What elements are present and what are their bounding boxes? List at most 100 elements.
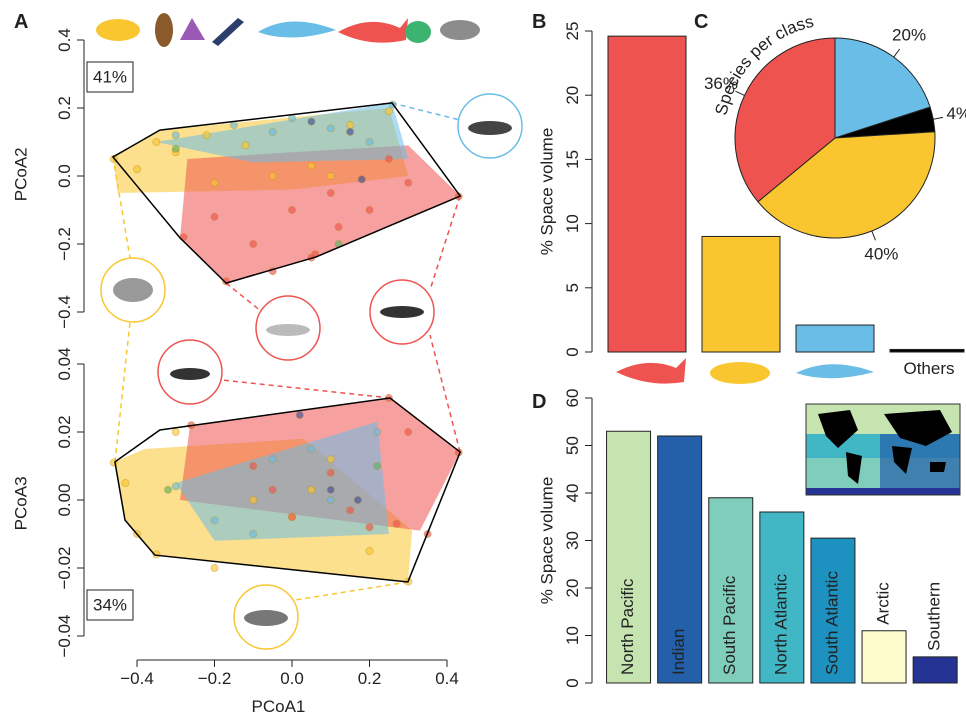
y-axis-label: PCoA3 [11,476,30,530]
point [373,461,382,471]
y-tick-label: 20 [563,579,582,598]
point [171,482,180,491]
map-inset [805,403,961,496]
point [326,455,335,464]
point [152,550,161,559]
bar [795,324,875,353]
bar [759,511,805,684]
bar [606,430,652,684]
bar [701,235,781,353]
point [384,107,393,116]
y-tick-label: 25 [563,22,582,41]
point [353,495,362,505]
point [346,506,355,515]
y-tick-label: 5 [563,283,582,292]
category-label: South Atlantic [822,571,841,675]
y-tick-label: −0.04 [55,614,74,657]
hull-outline [114,397,462,583]
point [334,222,343,232]
bar [708,497,754,684]
pie-leader [735,90,745,96]
point [365,205,374,215]
pie-label: 20% [892,26,926,45]
point [241,141,250,150]
x-tick-label: 0.0 [280,669,304,688]
y-tick-label: −0.02 [55,546,74,589]
bar-icons [616,358,874,384]
category-label: Indian [669,629,688,675]
hull-area [175,421,389,541]
point [210,212,219,221]
panel-label: B [532,11,546,33]
y-tick-label: 0 [563,678,582,687]
category-label: North Pacific [618,578,637,675]
point [171,144,180,153]
point [249,239,258,249]
y-tick-label: 40 [563,484,582,503]
point [268,485,277,494]
y-tick-label: 0 [563,347,582,356]
hull-area [156,102,409,163]
y-tick-label: 10 [563,214,582,233]
point [384,154,393,164]
panel-label: A [14,11,28,33]
point [326,171,335,181]
point [210,178,219,187]
x-tick-label: 0.2 [358,669,382,688]
pie-slice [734,37,836,203]
point [287,512,297,522]
pie-label: 40% [864,245,898,264]
point [365,137,374,147]
y-tick-label: 10 [563,626,582,645]
point [346,127,355,136]
y-tick-label: 50 [563,436,582,455]
point [268,171,277,181]
point [307,485,316,494]
point [404,427,413,437]
point [295,410,304,420]
y-tick-label: −0.4 [55,295,74,329]
illustrations [100,93,523,650]
point [249,495,258,505]
point [373,427,382,437]
pie-leader [871,230,876,241]
point [171,131,180,140]
annotation-box [86,589,134,621]
bar [889,348,965,353]
x-axis-label: PCoA1 [252,697,306,716]
pie-label: 4% [946,104,966,123]
point [249,529,258,539]
category-label: South Pacific [720,575,739,675]
bar [912,656,958,684]
point [210,516,219,525]
y-axis-label: PCoA2 [11,147,30,201]
bar [810,537,856,684]
y-tick-label: 0.02 [55,415,74,448]
x-tick-label: Others [903,359,954,378]
point [210,563,219,573]
point [326,495,335,505]
category-label: Southern [925,582,944,651]
point [163,485,173,494]
point [229,120,238,130]
bar [657,435,703,684]
annotation: 34% [93,595,127,614]
panel-label: C [694,11,708,33]
y-tick-label: −0.2 [55,227,74,261]
pie-slice [757,131,936,239]
x-tick-label: −0.4 [120,669,154,688]
hull-outline [111,102,462,284]
point [152,137,161,147]
point [346,120,355,130]
annotation-box [86,61,134,93]
point [326,468,335,477]
point [307,444,316,454]
hull-area [180,145,461,284]
y-tick-label: 0.2 [55,96,74,120]
point [249,461,258,471]
pie-label: 36% [704,74,738,93]
point [171,427,180,437]
point [132,165,142,174]
y-axis-label: % Space volume [537,128,556,256]
